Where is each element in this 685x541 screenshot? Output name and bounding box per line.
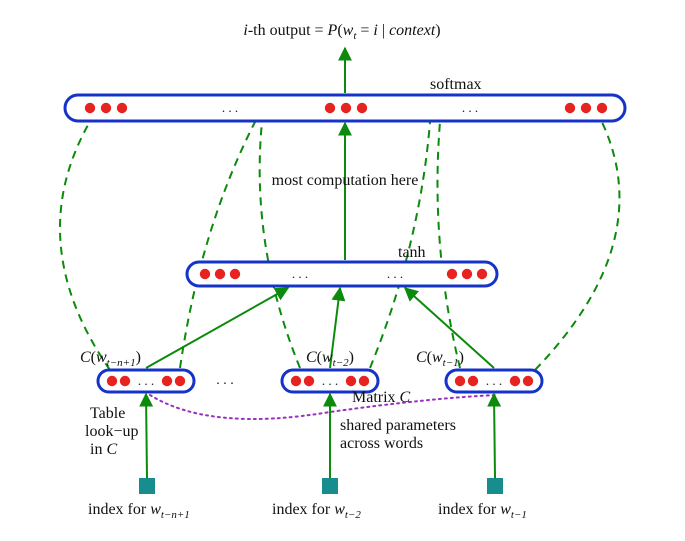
vector-dot bbox=[565, 103, 575, 113]
ellipsis: . . . bbox=[462, 100, 478, 115]
shared-line2: across words bbox=[340, 435, 423, 452]
ellipsis: . . . bbox=[486, 373, 502, 388]
skip-left-inner bbox=[180, 122, 255, 368]
shared-line1: shared parameters bbox=[340, 417, 456, 434]
vector-dot bbox=[455, 376, 465, 386]
ellipsis: . . . bbox=[138, 373, 154, 388]
ellipsis-embeddings: . . . bbox=[216, 373, 234, 388]
vector-dot bbox=[523, 376, 533, 386]
vector-dot bbox=[230, 269, 240, 279]
lookup-line2: look−up bbox=[85, 423, 138, 440]
ellipsis: . . . bbox=[322, 373, 338, 388]
vector-dot bbox=[357, 103, 367, 113]
vector-dot bbox=[85, 103, 95, 113]
skip-right-outer bbox=[535, 118, 619, 370]
vector-dot bbox=[325, 103, 335, 113]
vector-dot bbox=[117, 103, 127, 113]
vector-dot bbox=[359, 376, 369, 386]
vector-dot bbox=[101, 103, 111, 113]
skip-left-outer bbox=[60, 118, 110, 370]
vector-dot bbox=[341, 103, 351, 113]
vector-dot bbox=[468, 376, 478, 386]
tanh-label: tanh bbox=[398, 244, 426, 261]
shared-params-connector bbox=[150, 395, 497, 419]
skip-right-inner bbox=[438, 122, 461, 368]
index-label-mid: index for wt−2 bbox=[272, 501, 361, 521]
lookup-line3: in C bbox=[90, 441, 117, 458]
vector-dot bbox=[510, 376, 520, 386]
vector-dot bbox=[304, 376, 314, 386]
ellipsis: . . . bbox=[222, 100, 238, 115]
computation-label: most computation here bbox=[272, 172, 419, 189]
vector-dot bbox=[597, 103, 607, 113]
softmax-label: softmax bbox=[430, 76, 482, 93]
index-square-left bbox=[139, 478, 155, 494]
index-square-right bbox=[487, 478, 503, 494]
vector-dot bbox=[215, 269, 225, 279]
ellipsis: . . . bbox=[292, 266, 308, 281]
vector-dot bbox=[200, 269, 210, 279]
vector-dot bbox=[581, 103, 591, 113]
arrow-emb-left-tanh bbox=[146, 288, 288, 368]
vector-dot bbox=[291, 376, 301, 386]
vector-dot bbox=[162, 376, 172, 386]
vector-dot bbox=[175, 376, 185, 386]
vector-dot bbox=[107, 376, 117, 386]
vector-dot bbox=[477, 269, 487, 279]
arrow-idx-right bbox=[494, 394, 495, 478]
lookup-line1: Table bbox=[90, 405, 125, 422]
matrix-c-label: Matrix C bbox=[352, 389, 411, 406]
index-square-mid bbox=[322, 478, 338, 494]
index-label-left: index for wt−n+1 bbox=[88, 501, 190, 521]
output-equation: i-th output = P(wt = i | context) bbox=[243, 22, 440, 42]
vector-dot bbox=[346, 376, 356, 386]
c-label-left: C(wt−n+1) bbox=[80, 349, 141, 369]
ellipsis: . . . bbox=[387, 266, 403, 281]
arrow-idx-left bbox=[146, 394, 147, 478]
vector-dot bbox=[447, 269, 457, 279]
skip-mid-left bbox=[260, 122, 300, 368]
vector-dot bbox=[462, 269, 472, 279]
vector-dot bbox=[120, 376, 130, 386]
index-label-right: index for wt−1 bbox=[438, 501, 527, 521]
